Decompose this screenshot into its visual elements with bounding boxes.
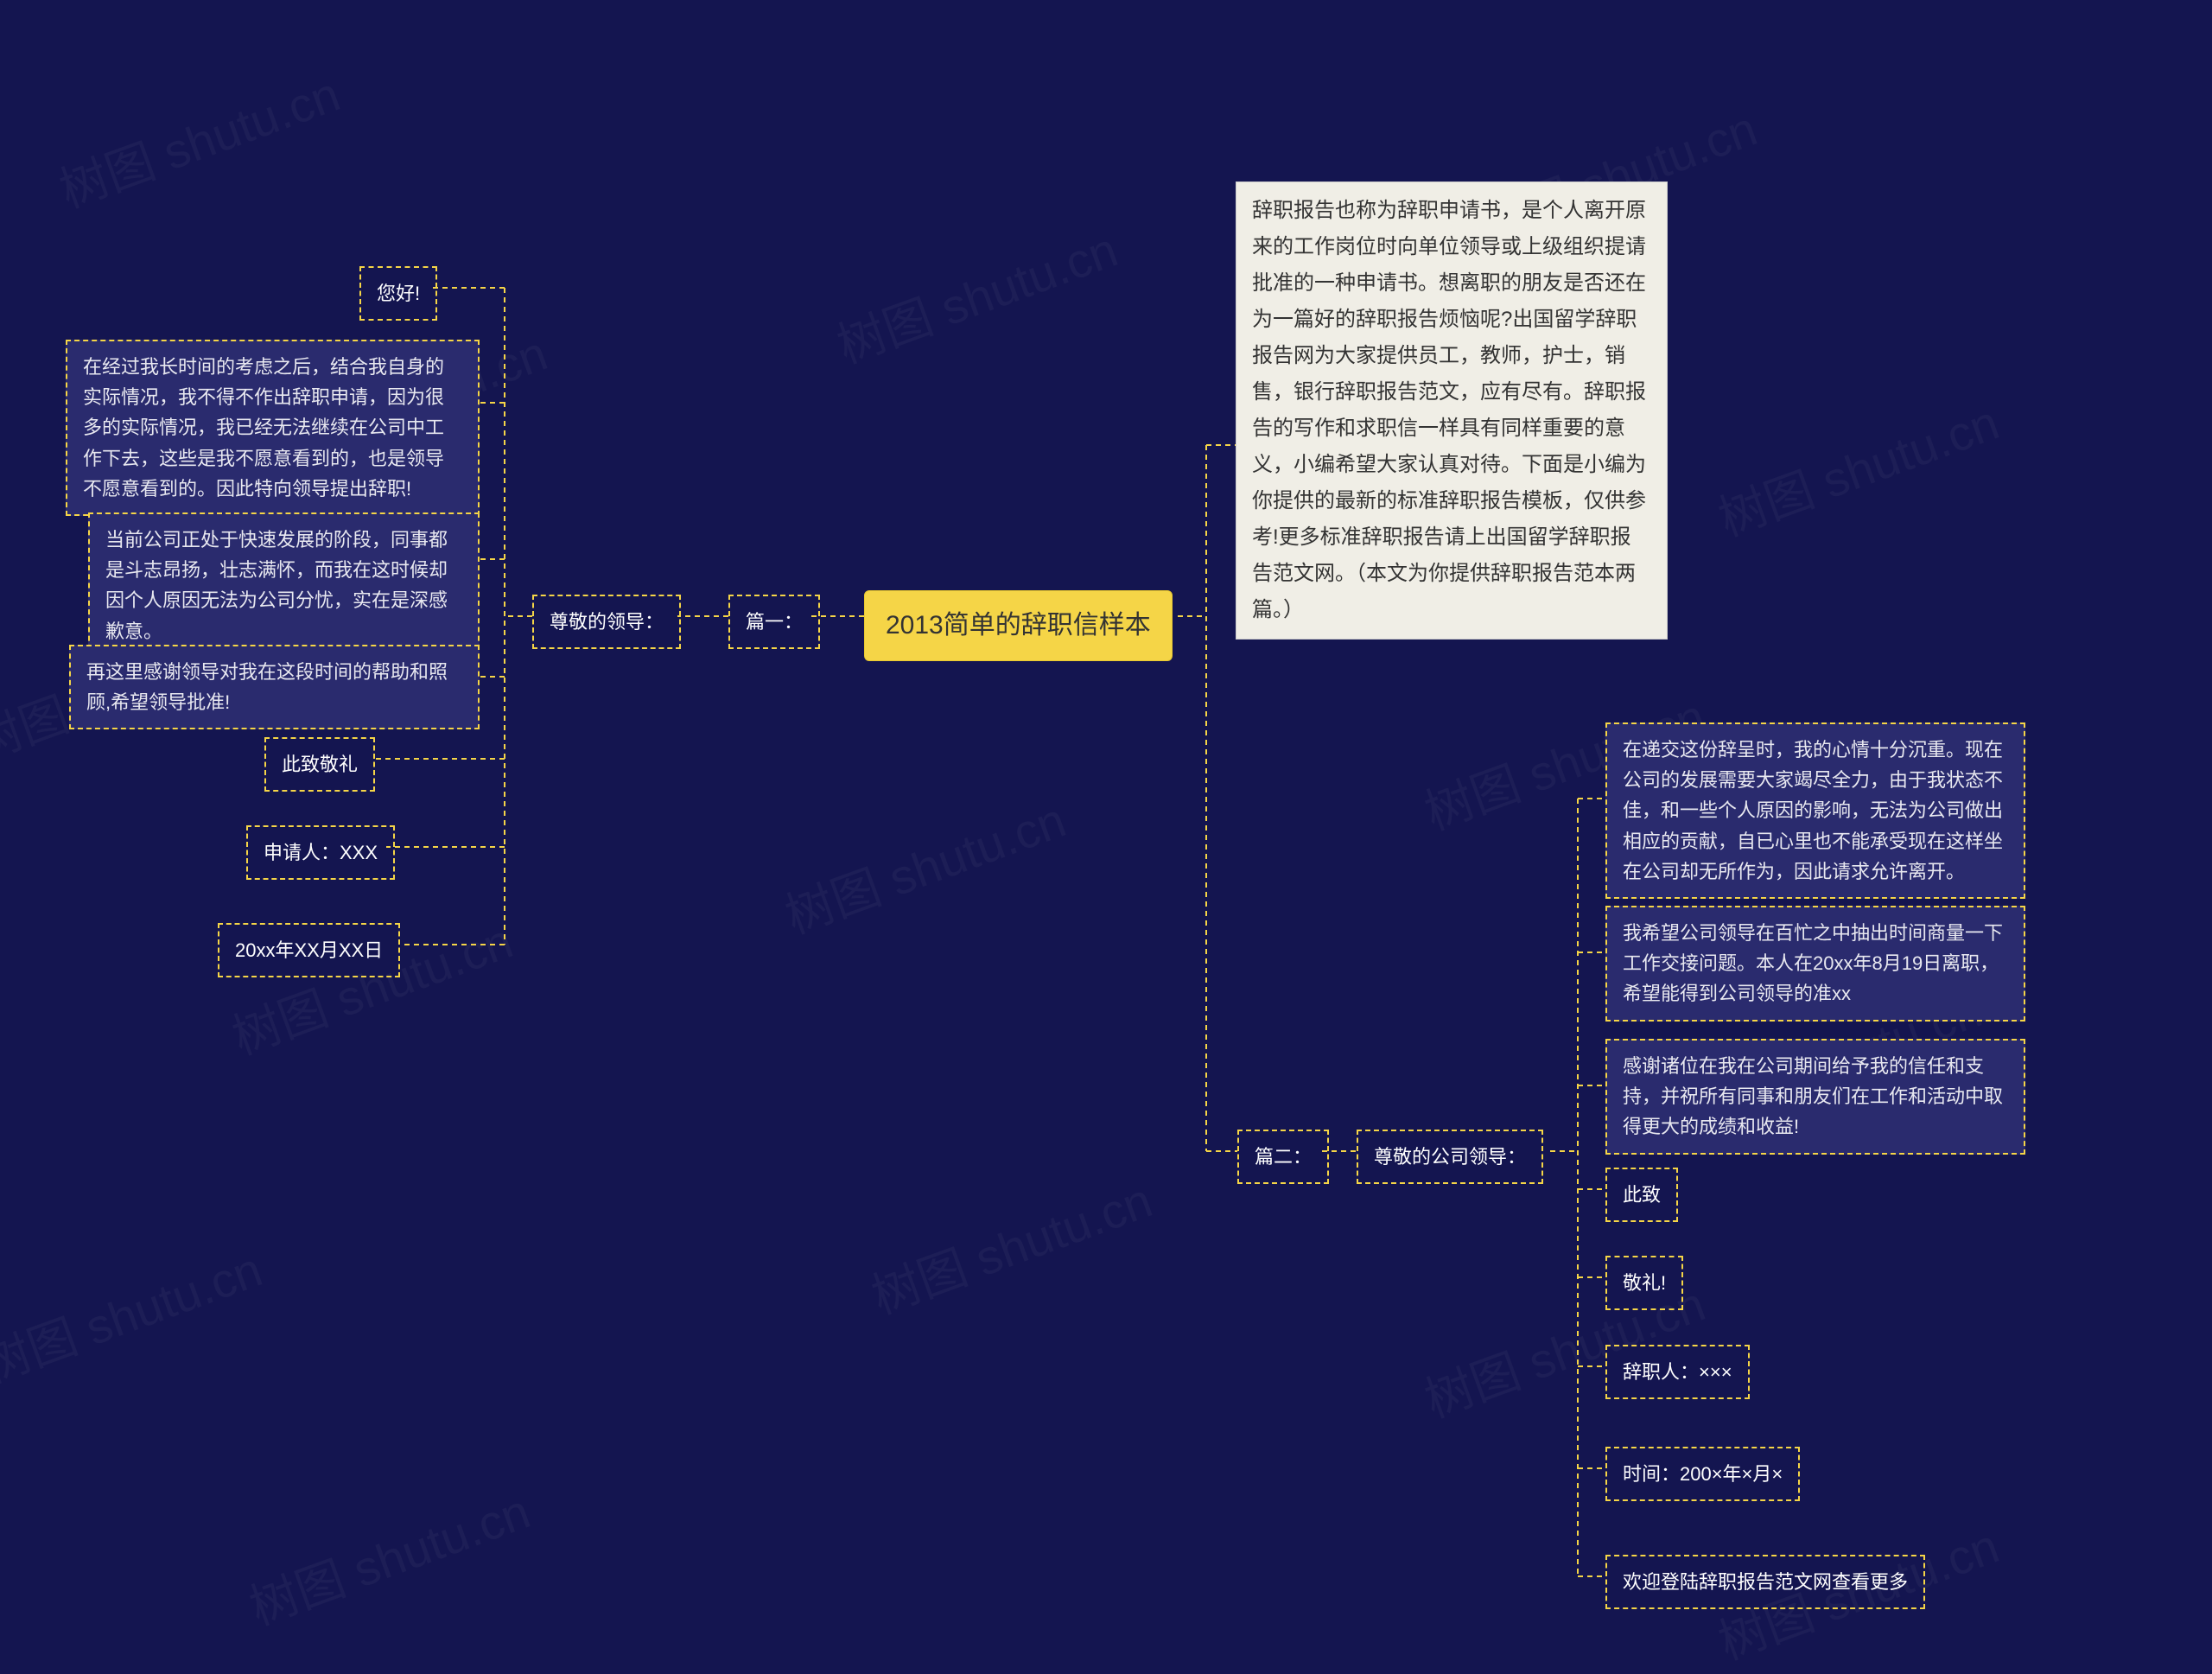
right-item-0-text: 在递交这份辞呈时，我的心情十分沉重。现在公司的发展需要大家竭尽全力，由于我状态不… [1623,739,2003,882]
watermark: 树图 shutu.cn [774,781,1074,947]
root-node[interactable]: 2013简单的辞职信样本 [864,590,1173,661]
right-item-5: 辞职人：××× [1605,1345,1750,1399]
branch-right[interactable]: 篇二： [1237,1130,1329,1184]
watermark: 树图 shutu.cn [0,1231,270,1397]
right-item-1: 我希望公司领导在百忙之中抽出时间商量一下工作交接问题。本人在20xx年8月19日… [1605,906,2025,1022]
right-item-3: 此致 [1605,1168,1678,1222]
right-item-4: 敬礼! [1605,1256,1683,1310]
left-item-4-text: 此致敬礼 [282,754,358,775]
watermark: 树图 shutu.cn [238,1473,538,1639]
branch-left-label: 篇一： [746,611,803,633]
right-item-3-text: 此致 [1623,1184,1661,1206]
left-item-1: 在经过我长时间的考虑之后，结合我自身的实际情况，我不得不作出辞职申请，因为很多的… [66,340,480,516]
watermark: 树图 shutu.cn [1707,384,2007,550]
branch-left[interactable]: 篇一： [728,595,820,649]
left-subhead[interactable]: 尊敬的领导： [532,595,681,649]
right-item-0: 在递交这份辞呈时，我的心情十分沉重。现在公司的发展需要大家竭尽全力，由于我状态不… [1605,722,2025,899]
left-item-4: 此致敬礼 [264,737,375,792]
left-item-5-text: 申请人：XXX [264,842,378,863]
right-item-6: 时间：200×年×月× [1605,1447,1800,1501]
left-item-3-text: 再这里感谢领导对我在这段时间的帮助和照顾,希望领导批准! [86,661,448,713]
left-item-0-text: 您好! [377,283,420,304]
right-item-1-text: 我希望公司领导在百忙之中抽出时间商量一下工作交接问题。本人在20xx年8月19日… [1623,922,2003,1004]
left-item-2: 当前公司正处于快速发展的阶段，同事都是斗志昂扬，壮志满怀，而我在这时候却因个人原… [88,512,480,659]
right-item-7-text: 欢迎登陆辞职报告范文网查看更多 [1623,1571,1908,1593]
watermark: 树图 shutu.cn [861,1162,1160,1327]
right-item-2-text: 感谢诸位在我在公司期间给予我的信任和支持，并祝所有同事和朋友们在工作和活动中取得… [1623,1055,2003,1137]
right-item-7: 欢迎登陆辞职报告范文网查看更多 [1605,1555,1925,1609]
left-subhead-label: 尊敬的领导： [550,611,664,633]
right-item-6-text: 时间：200×年×月× [1623,1463,1783,1485]
intro-text: 辞职报告也称为辞职申请书，是个人离开原来的工作岗位时向单位领导或上级组织提请批准… [1252,199,1646,621]
right-subhead[interactable]: 尊敬的公司领导： [1357,1130,1543,1184]
right-item-2: 感谢诸位在我在公司期间给予我的信任和支持，并祝所有同事和朋友们在工作和活动中取得… [1605,1039,2025,1155]
intro-box: 辞职报告也称为辞职申请书，是个人离开原来的工作岗位时向单位领导或上级组织提请批准… [1236,181,1668,640]
watermark: 树图 shutu.cn [48,55,348,221]
right-item-4-text: 敬礼! [1623,1272,1666,1294]
right-subhead-label: 尊敬的公司领导： [1374,1146,1526,1168]
left-item-2-text: 当前公司正处于快速发展的阶段，同事都是斗志昂扬，壮志满怀，而我在这时候却因个人原… [105,529,448,642]
root-label: 2013简单的辞职信样本 [886,611,1151,640]
left-item-0: 您好! [359,266,437,321]
left-item-6-text: 20xx年XX月XX日 [235,939,383,961]
left-item-5: 申请人：XXX [246,825,395,880]
left-item-1-text: 在经过我长时间的考虑之后，结合我自身的实际情况，我不得不作出辞职申请，因为很多的… [83,356,444,500]
watermark: 树图 shutu.cn [826,211,1126,377]
right-item-5-text: 辞职人：××× [1623,1361,1732,1383]
left-item-6: 20xx年XX月XX日 [218,923,400,977]
left-item-3: 再这里感谢领导对我在这段时间的帮助和照顾,希望领导批准! [69,645,480,729]
branch-right-label: 篇二： [1255,1146,1312,1168]
